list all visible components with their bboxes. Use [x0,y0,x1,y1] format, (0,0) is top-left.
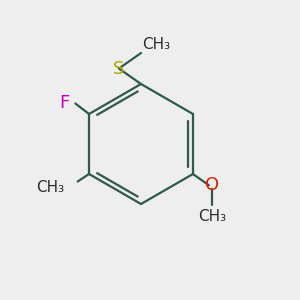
Text: F: F [59,94,69,112]
Text: CH₃: CH₃ [198,209,226,224]
Text: S: S [113,59,124,77]
Text: CH₃: CH₃ [36,180,64,195]
Text: CH₃: CH₃ [142,37,171,52]
Text: O: O [206,176,220,194]
